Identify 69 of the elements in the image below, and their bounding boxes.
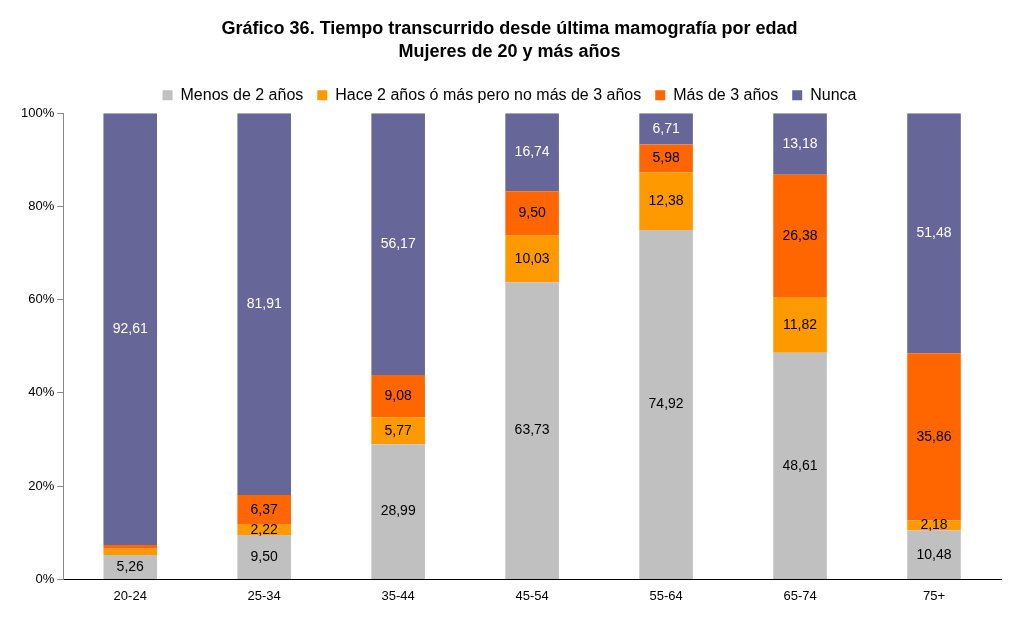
bar (103, 545, 158, 549)
bar (103, 548, 158, 555)
x-tick-label: 25-34 (247, 587, 281, 603)
data-label: 26,38 (782, 227, 818, 244)
bar (237, 495, 291, 525)
x-tick-label: 20-24 (113, 587, 147, 603)
bar (371, 417, 425, 445)
bar (639, 172, 693, 231)
data-label: 16,74 (514, 143, 550, 160)
data-label: 6,37 (250, 500, 279, 517)
x-tick-label: 55-64 (649, 587, 683, 603)
chart-subtitle: Mujeres de 20 y más años (398, 41, 621, 62)
x-tick-label: 45-54 (515, 587, 549, 603)
bar (371, 444, 425, 579)
y-tick-label: 20% (28, 477, 55, 493)
legend-label: Nunca (810, 85, 857, 103)
data-label: 10,03 (514, 249, 550, 266)
y-tick-label: 80% (28, 198, 55, 214)
y-tick-label: 100% (21, 104, 55, 120)
bar (505, 191, 559, 236)
bar (773, 297, 827, 353)
bar (505, 282, 559, 579)
data-label: 35,86 (916, 427, 952, 444)
data-label: 28,99 (380, 502, 416, 519)
y-tick-label: 0% (35, 570, 55, 586)
data-label: 74,92 (648, 395, 684, 412)
bar (639, 113, 693, 145)
data-label: 12,38 (648, 192, 684, 209)
data-label: 92,61 (112, 320, 148, 337)
bar (505, 235, 559, 283)
data-label: 13,18 (782, 134, 818, 151)
data-label: 5,77 (384, 421, 412, 438)
bar (371, 113, 425, 376)
data-label: 9,50 (518, 204, 546, 221)
data-label: 10,48 (916, 545, 952, 562)
data-label: 6,71 (652, 119, 680, 136)
data-label: 9,50 (250, 547, 279, 564)
x-tick-label: 75+ (922, 587, 946, 603)
bar (103, 113, 158, 546)
data-label: 56,17 (380, 234, 416, 251)
bar (237, 113, 291, 496)
bar (773, 352, 827, 579)
legend-label: Menos de 2 años (180, 85, 304, 103)
data-label: 11,82 (783, 316, 818, 333)
bar (907, 113, 961, 354)
data-label: 51,48 (916, 224, 952, 241)
chart-title: Gráfico 36. Tiempo transcurrido desde última mamografía por edad (221, 17, 798, 38)
bar (907, 530, 961, 579)
data-label: 81,91 (246, 294, 282, 311)
bar (773, 174, 827, 298)
y-tick-label: 40% (28, 384, 55, 400)
data-label: 9,08 (384, 387, 412, 404)
x-tick-label: 65-74 (783, 587, 817, 603)
bar (639, 230, 693, 579)
data-label: 2,18 (920, 516, 948, 533)
bar (505, 113, 559, 192)
x-tick-label: 35-44 (381, 587, 415, 603)
data-label: 2,22 (250, 520, 279, 537)
bar (237, 535, 291, 579)
y-tick-label: 60% (28, 291, 55, 307)
data-label: 63,73 (514, 421, 550, 438)
legend-label: Más de 3 años (673, 85, 779, 103)
data-label: 5,26 (116, 557, 145, 574)
bar (773, 113, 827, 175)
legend-label: Hace 2 años ó más pero no más de 3 años (335, 85, 642, 103)
bar (907, 353, 961, 521)
data-label: 48,61 (782, 456, 818, 473)
bar (371, 375, 425, 418)
data-label: 5,98 (652, 149, 680, 166)
